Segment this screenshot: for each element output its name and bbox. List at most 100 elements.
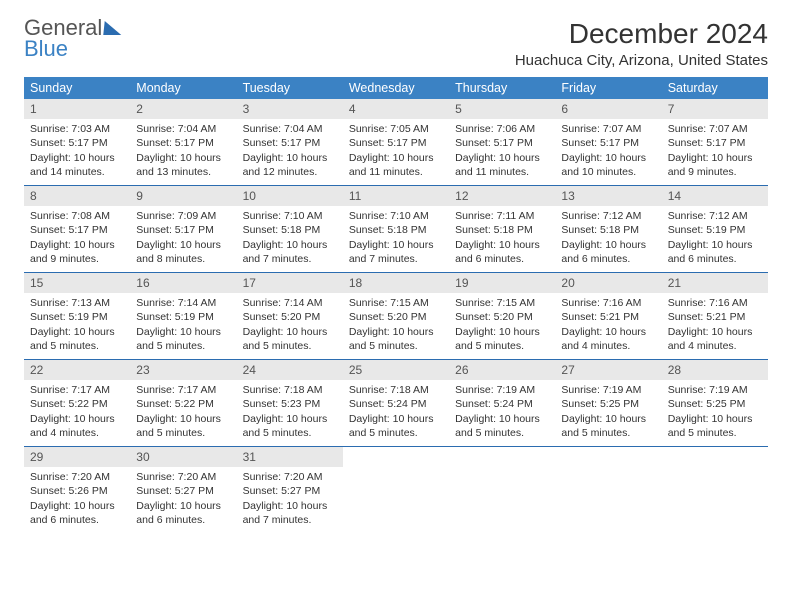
daylight-line: Daylight: 10 hours and 10 minutes.	[561, 151, 655, 179]
daylight-line: Daylight: 10 hours and 11 minutes.	[455, 151, 549, 179]
sunset-line: Sunset: 5:17 PM	[668, 136, 762, 150]
day-number: 8	[24, 186, 130, 206]
day-body: Sunrise: 7:16 AMSunset: 5:21 PMDaylight:…	[662, 293, 768, 359]
day-body: Sunrise: 7:10 AMSunset: 5:18 PMDaylight:…	[237, 206, 343, 272]
day-body: Sunrise: 7:15 AMSunset: 5:20 PMDaylight:…	[449, 293, 555, 359]
daylight-line: Daylight: 10 hours and 5 minutes.	[136, 412, 230, 440]
sunrise-line: Sunrise: 7:15 AM	[455, 296, 549, 310]
day-number: 10	[237, 186, 343, 206]
sunset-line: Sunset: 5:23 PM	[243, 397, 337, 411]
sunset-line: Sunset: 5:17 PM	[561, 136, 655, 150]
calendar-week: 15Sunrise: 7:13 AMSunset: 5:19 PMDayligh…	[24, 273, 768, 360]
sunset-line: Sunset: 5:27 PM	[243, 484, 337, 498]
day-body: Sunrise: 7:06 AMSunset: 5:17 PMDaylight:…	[449, 119, 555, 185]
logo-text-2: Blue	[24, 39, 122, 60]
calendar-cell	[662, 447, 768, 533]
sunset-line: Sunset: 5:21 PM	[561, 310, 655, 324]
sunset-line: Sunset: 5:24 PM	[455, 397, 549, 411]
day-body: Sunrise: 7:17 AMSunset: 5:22 PMDaylight:…	[130, 380, 236, 446]
sunrise-line: Sunrise: 7:08 AM	[30, 209, 124, 223]
daylight-line: Daylight: 10 hours and 5 minutes.	[243, 325, 337, 353]
day-body: Sunrise: 7:04 AMSunset: 5:17 PMDaylight:…	[130, 119, 236, 185]
sunrise-line: Sunrise: 7:19 AM	[668, 383, 762, 397]
calendar-cell	[449, 447, 555, 533]
calendar-cell: 21Sunrise: 7:16 AMSunset: 5:21 PMDayligh…	[662, 273, 768, 359]
sunrise-line: Sunrise: 7:12 AM	[668, 209, 762, 223]
sunset-line: Sunset: 5:17 PM	[455, 136, 549, 150]
calendar-week: 29Sunrise: 7:20 AMSunset: 5:26 PMDayligh…	[24, 447, 768, 533]
sunset-line: Sunset: 5:18 PM	[243, 223, 337, 237]
day-header: Saturday	[662, 77, 768, 99]
calendar-cell: 9Sunrise: 7:09 AMSunset: 5:17 PMDaylight…	[130, 186, 236, 272]
day-number: 27	[555, 360, 661, 380]
day-body: Sunrise: 7:04 AMSunset: 5:17 PMDaylight:…	[237, 119, 343, 185]
day-body: Sunrise: 7:12 AMSunset: 5:18 PMDaylight:…	[555, 206, 661, 272]
daylight-line: Daylight: 10 hours and 5 minutes.	[136, 325, 230, 353]
day-number: 15	[24, 273, 130, 293]
day-number: 22	[24, 360, 130, 380]
sunrise-line: Sunrise: 7:11 AM	[455, 209, 549, 223]
day-number: 19	[449, 273, 555, 293]
page-title: December 2024	[515, 18, 768, 50]
sunrise-line: Sunrise: 7:04 AM	[136, 122, 230, 136]
day-number: 1	[24, 99, 130, 119]
day-number: 7	[662, 99, 768, 119]
daylight-line: Daylight: 10 hours and 5 minutes.	[349, 412, 443, 440]
calendar-cell: 6Sunrise: 7:07 AMSunset: 5:17 PMDaylight…	[555, 99, 661, 185]
sunrise-line: Sunrise: 7:18 AM	[243, 383, 337, 397]
daylight-line: Daylight: 10 hours and 7 minutes.	[243, 238, 337, 266]
day-body: Sunrise: 7:10 AMSunset: 5:18 PMDaylight:…	[343, 206, 449, 272]
day-number: 17	[237, 273, 343, 293]
calendar-cell: 23Sunrise: 7:17 AMSunset: 5:22 PMDayligh…	[130, 360, 236, 446]
sunrise-line: Sunrise: 7:19 AM	[561, 383, 655, 397]
day-body: Sunrise: 7:16 AMSunset: 5:21 PMDaylight:…	[555, 293, 661, 359]
calendar-cell: 31Sunrise: 7:20 AMSunset: 5:27 PMDayligh…	[237, 447, 343, 533]
sunset-line: Sunset: 5:17 PM	[30, 136, 124, 150]
sunset-line: Sunset: 5:17 PM	[136, 136, 230, 150]
day-body: Sunrise: 7:12 AMSunset: 5:19 PMDaylight:…	[662, 206, 768, 272]
daylight-line: Daylight: 10 hours and 4 minutes.	[561, 325, 655, 353]
day-number: 2	[130, 99, 236, 119]
day-body: Sunrise: 7:08 AMSunset: 5:17 PMDaylight:…	[24, 206, 130, 272]
calendar-cell: 7Sunrise: 7:07 AMSunset: 5:17 PMDaylight…	[662, 99, 768, 185]
title-block: December 2024 Huachuca City, Arizona, Un…	[515, 18, 768, 69]
sunrise-line: Sunrise: 7:07 AM	[668, 122, 762, 136]
day-number: 16	[130, 273, 236, 293]
daylight-line: Daylight: 10 hours and 6 minutes.	[668, 238, 762, 266]
calendar-cell	[555, 447, 661, 533]
daylight-line: Daylight: 10 hours and 5 minutes.	[668, 412, 762, 440]
daylight-line: Daylight: 10 hours and 6 minutes.	[30, 499, 124, 527]
sunset-line: Sunset: 5:19 PM	[136, 310, 230, 324]
day-body: Sunrise: 7:17 AMSunset: 5:22 PMDaylight:…	[24, 380, 130, 446]
day-number: 13	[555, 186, 661, 206]
sunset-line: Sunset: 5:20 PM	[349, 310, 443, 324]
day-body: Sunrise: 7:20 AMSunset: 5:26 PMDaylight:…	[24, 467, 130, 533]
sunset-line: Sunset: 5:18 PM	[561, 223, 655, 237]
day-header: Wednesday	[343, 77, 449, 99]
day-header: Friday	[555, 77, 661, 99]
day-body: Sunrise: 7:07 AMSunset: 5:17 PMDaylight:…	[555, 119, 661, 185]
calendar-day-header: SundayMondayTuesdayWednesdayThursdayFrid…	[24, 77, 768, 99]
calendar-cell: 29Sunrise: 7:20 AMSunset: 5:26 PMDayligh…	[24, 447, 130, 533]
sunrise-line: Sunrise: 7:14 AM	[136, 296, 230, 310]
sunrise-line: Sunrise: 7:20 AM	[243, 470, 337, 484]
sunset-line: Sunset: 5:19 PM	[30, 310, 124, 324]
calendar-cell: 8Sunrise: 7:08 AMSunset: 5:17 PMDaylight…	[24, 186, 130, 272]
header: General Blue December 2024 Huachuca City…	[24, 18, 768, 69]
day-body: Sunrise: 7:19 AMSunset: 5:25 PMDaylight:…	[662, 380, 768, 446]
calendar-cell: 10Sunrise: 7:10 AMSunset: 5:18 PMDayligh…	[237, 186, 343, 272]
calendar-cell: 20Sunrise: 7:16 AMSunset: 5:21 PMDayligh…	[555, 273, 661, 359]
sunset-line: Sunset: 5:17 PM	[243, 136, 337, 150]
sunrise-line: Sunrise: 7:17 AM	[30, 383, 124, 397]
day-body: Sunrise: 7:18 AMSunset: 5:24 PMDaylight:…	[343, 380, 449, 446]
sunrise-line: Sunrise: 7:04 AM	[243, 122, 337, 136]
sunset-line: Sunset: 5:25 PM	[561, 397, 655, 411]
logo-sail-icon	[104, 21, 123, 35]
sunrise-line: Sunrise: 7:06 AM	[455, 122, 549, 136]
sunrise-line: Sunrise: 7:20 AM	[30, 470, 124, 484]
sunset-line: Sunset: 5:25 PM	[668, 397, 762, 411]
calendar-cell: 22Sunrise: 7:17 AMSunset: 5:22 PMDayligh…	[24, 360, 130, 446]
day-number: 25	[343, 360, 449, 380]
sunset-line: Sunset: 5:27 PM	[136, 484, 230, 498]
daylight-line: Daylight: 10 hours and 5 minutes.	[455, 412, 549, 440]
